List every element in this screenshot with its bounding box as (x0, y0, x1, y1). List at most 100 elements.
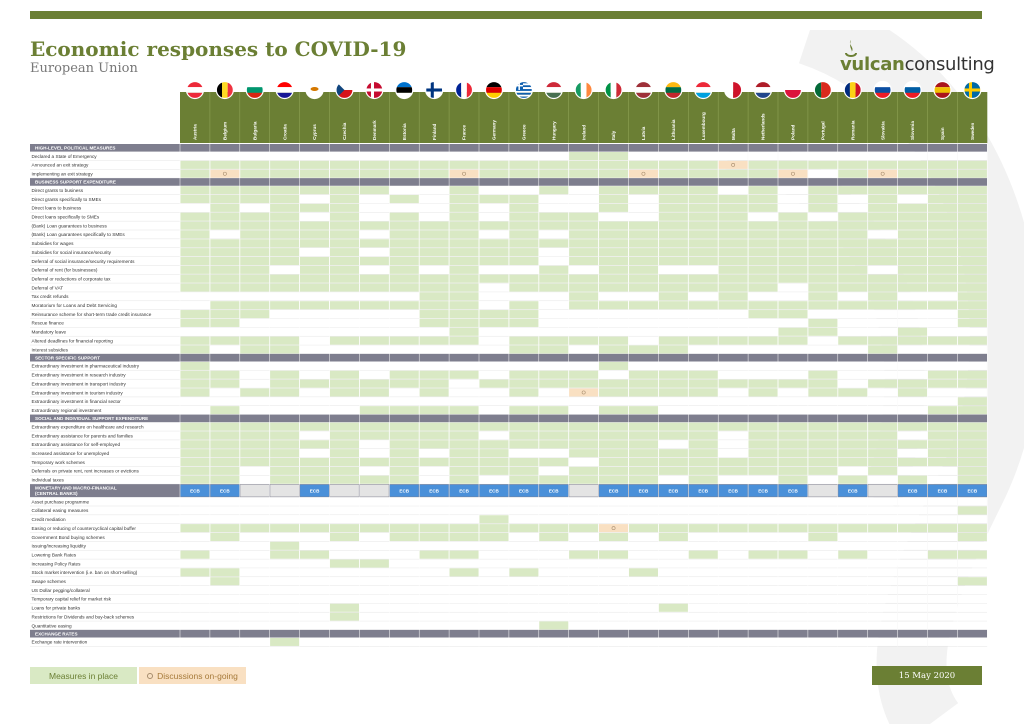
matrix-cell (957, 160, 987, 169)
matrix-cell (270, 449, 300, 458)
matrix-cell (270, 292, 300, 301)
matrix-cell (838, 221, 868, 230)
matrix-cell (658, 248, 688, 257)
matrix-cell (479, 524, 509, 533)
measure-label: (Bank) Loan guarantees specifically to S… (32, 232, 126, 237)
matrix-cell (927, 466, 957, 475)
matrix-cell (539, 515, 569, 524)
matrix-cell (389, 397, 419, 406)
matrix-cell (838, 431, 868, 440)
matrix-cell (688, 370, 718, 379)
matrix-cell (240, 203, 270, 212)
matrix-cell (569, 221, 599, 230)
matrix-cell (898, 169, 928, 178)
matrix-cell (509, 370, 539, 379)
matrix-cell (300, 230, 330, 239)
matrix-cell (210, 612, 240, 621)
matrix-cell (180, 169, 210, 178)
measure-label: Extraordinary expenditure on healthcare … (32, 424, 144, 429)
matrix-cell (569, 336, 599, 345)
matrix-cell (688, 559, 718, 568)
matrix-cell (628, 603, 658, 612)
matrix-cell (449, 515, 479, 524)
matrix-cell (718, 274, 748, 283)
matrix-cell (180, 152, 210, 161)
matrix-cell (389, 256, 419, 265)
matrix-cell (329, 310, 359, 319)
matrix-cell (808, 422, 838, 431)
matrix-cell (599, 221, 629, 230)
matrix-cell (479, 370, 509, 379)
matrix-cell (300, 370, 330, 379)
flag-icon-hungary (545, 81, 563, 99)
matrix-cell (599, 336, 629, 345)
matrix-cell (688, 310, 718, 319)
matrix-cell (569, 586, 599, 595)
matrix-cell (808, 169, 838, 178)
matrix-cell (748, 152, 778, 161)
matrix-cell (359, 621, 389, 630)
matrix-cell (808, 621, 838, 630)
matrix-cell (359, 248, 389, 257)
matrix-cell (688, 169, 718, 178)
matrix-cell (748, 160, 778, 169)
matrix-cell (449, 440, 479, 449)
matrix-cell (599, 186, 629, 195)
matrix-cell (270, 541, 300, 550)
matrix-cell (868, 515, 898, 524)
matrix-cell (658, 440, 688, 449)
matrix-cell (419, 169, 449, 178)
matrix-cell (748, 292, 778, 301)
matrix-cell (718, 212, 748, 221)
matrix-cell (838, 152, 868, 161)
matrix-cell (569, 637, 599, 646)
matrix-cell (449, 212, 479, 221)
matrix-cell (957, 274, 987, 283)
matrix-cell (569, 431, 599, 440)
matrix-cell (569, 195, 599, 204)
matrix-cell (240, 274, 270, 283)
matrix-cell (509, 230, 539, 239)
matrix-cell (898, 370, 928, 379)
matrix-cell (808, 160, 838, 169)
matrix-cell (240, 336, 270, 345)
country-name-romania: Romania (850, 120, 855, 140)
matrix-cell (868, 160, 898, 169)
matrix-cell (599, 379, 629, 388)
matrix-cell (180, 388, 210, 397)
flag-icon-bulgaria (246, 81, 264, 99)
matrix-cell (359, 160, 389, 169)
flag-icon-belgium (216, 81, 234, 99)
matrix-cell (868, 345, 898, 354)
matrix-cell (778, 370, 808, 379)
matrix-cell (270, 577, 300, 586)
matrix-cell (778, 568, 808, 577)
matrix-cell (479, 318, 509, 327)
matrix-cell (389, 212, 419, 221)
matrix-cell (658, 212, 688, 221)
matrix-cell (300, 541, 330, 550)
matrix-cell (808, 239, 838, 248)
matrix-cell (210, 541, 240, 550)
matrix-cell (808, 406, 838, 415)
matrix-cell (688, 603, 718, 612)
ecb-label: ECB (429, 488, 439, 493)
flag-icon-sweden (963, 81, 981, 99)
matrix-cell (509, 524, 539, 533)
matrix-cell (210, 586, 240, 595)
matrix-cell (688, 221, 718, 230)
matrix-cell (419, 440, 449, 449)
matrix-cell (270, 212, 300, 221)
matrix-cell (449, 621, 479, 630)
matrix-cell (688, 532, 718, 541)
matrix-cell (778, 422, 808, 431)
matrix-cell (300, 265, 330, 274)
matrix-cell (898, 160, 928, 169)
matrix-cell (957, 212, 987, 221)
matrix-cell (419, 515, 449, 524)
matrix-cell (778, 336, 808, 345)
matrix-cell (778, 265, 808, 274)
ecb-label: ECB (788, 488, 798, 493)
matrix-cell (509, 497, 539, 506)
matrix-cell (419, 466, 449, 475)
